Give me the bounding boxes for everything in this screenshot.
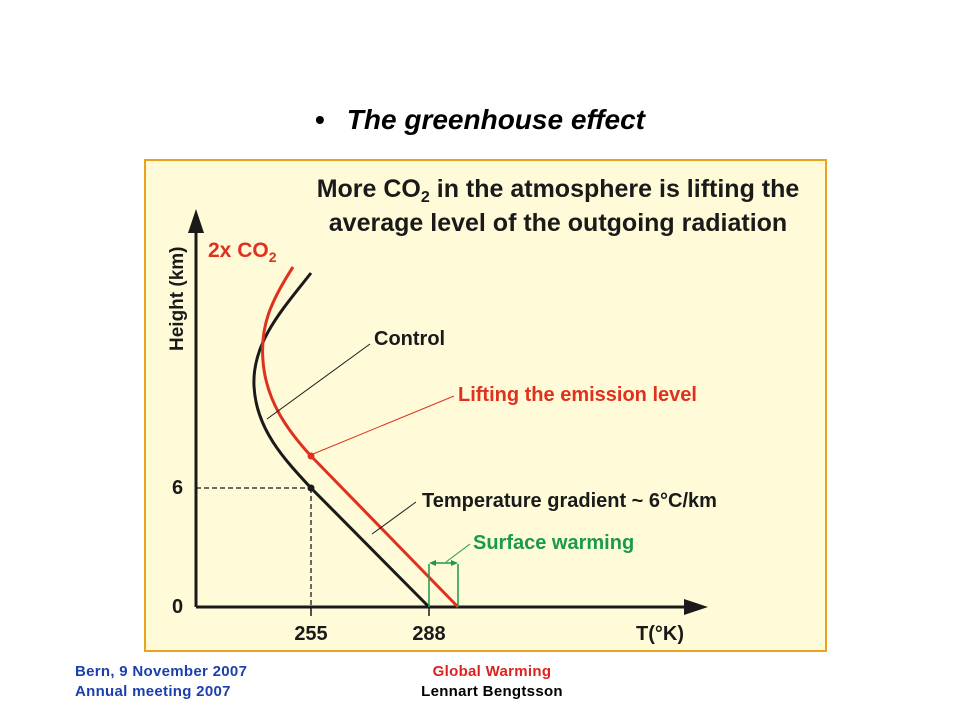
- y-tick-6: 6: [172, 477, 183, 499]
- x-axis-arrow: [684, 599, 708, 615]
- y-tick-0: 0: [172, 596, 183, 618]
- footer-meeting: Annual meeting 2007: [75, 683, 231, 700]
- x-tick-288: 288: [412, 623, 445, 645]
- footer-location-date: Bern, 9 November 2007: [75, 663, 248, 680]
- label-temperature-gradient: Temperature gradient ~ 6°C/km: [422, 490, 717, 512]
- greenhouse-diagram: More CO2 in the atmosphere is lifting th…: [167, 175, 800, 645]
- slide-title: • The greenhouse effect: [0, 104, 960, 136]
- footer-author: Lennart Bengtsson: [421, 683, 563, 700]
- lifted-emission-point: [307, 452, 315, 460]
- footer-topic: Global Warming: [432, 663, 552, 680]
- control-curve: [252, 272, 431, 609]
- footer-left: Bern, 9 November 2007 Annual meeting 200…: [75, 662, 247, 702]
- gradient-leader-line: [371, 501, 417, 535]
- diagram-headline-line2: average level of the outgoing radiation: [329, 209, 787, 237]
- label-lifting-emission: Lifting the emission level: [458, 384, 697, 406]
- y-axis-arrow: [188, 209, 204, 233]
- lifting-leader-line: [312, 395, 455, 455]
- bullet-point: •: [314, 104, 325, 135]
- control-emission-point: [307, 484, 315, 492]
- control-leader-line: [266, 343, 371, 420]
- surface-leader-line: [445, 543, 471, 563]
- label-2x-co2: 2x CO2: [208, 239, 277, 265]
- y-axis-label: Height (km): [167, 247, 188, 352]
- x-tick-255: 255: [294, 623, 327, 645]
- footer-right: Global Warming Lennart Bengtsson: [412, 662, 572, 702]
- surface-warming-arrowhead-right: [451, 560, 458, 566]
- label-control: Control: [374, 328, 445, 350]
- co2-doubled-curve: [261, 266, 460, 609]
- label-surface-warming: Surface warming: [473, 532, 634, 554]
- x-axis-label: T(°K): [636, 623, 684, 645]
- greenhouse-diagram-panel: More CO2 in the atmosphere is lifting th…: [144, 159, 827, 652]
- diagram-headline-line1: More CO2 in the atmosphere is lifting th…: [317, 175, 800, 206]
- slide-title-text: The greenhouse effect: [346, 104, 646, 135]
- surface-warming-arrowhead-left: [429, 560, 436, 566]
